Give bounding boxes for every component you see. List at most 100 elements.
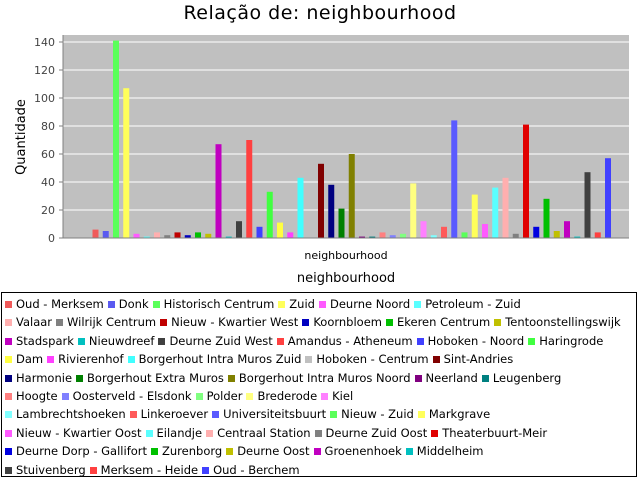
legend-swatch — [385, 319, 393, 327]
legend-swatch — [494, 319, 502, 327]
legend-item: Amandus - Atheneum — [276, 332, 413, 351]
gridlines — [63, 41, 629, 211]
legend-item: Hoogte — [5, 387, 58, 406]
bar-harmonie — [328, 184, 335, 238]
y-tick-label: 0 — [48, 232, 55, 245]
legend-label: Middelheim — [416, 444, 484, 459]
bar-koornbloem — [184, 235, 191, 238]
legend-row: Valaar Wilrijk Centrum Nieuw - Kwartier We… — [5, 313, 625, 332]
legend-item: Wilrijk Centrum — [56, 313, 156, 332]
bar-stadspark — [215, 144, 222, 238]
bar-zuid — [123, 88, 130, 238]
bar-haringrode — [266, 191, 273, 238]
legend-label: Brederode — [257, 389, 318, 403]
legend-label: Borgerhout Intra Muros Noord — [238, 370, 411, 385]
legend-label: Zuid — [289, 297, 315, 311]
legend-label: Historisch Centrum — [163, 297, 275, 311]
legend-swatch — [77, 337, 85, 345]
legend-label: Valaar — [16, 315, 53, 330]
legend-label: Lambrechtshoeken — [16, 407, 126, 422]
bar-lambrechtshoeken — [430, 235, 437, 238]
bar-middelheim — [574, 236, 581, 238]
legend-label: Koornbloem — [313, 315, 382, 330]
y-axis-ticks: 0 20 40 60 80 100 120 140 — [34, 36, 63, 245]
legend-item: Theaterbuurt-Meir — [431, 424, 547, 443]
bar-rivierenhof — [287, 232, 294, 238]
legend-row: Dam Rivierenhof Borgerhout Intra Muros Zui… — [5, 350, 517, 369]
legend-swatch — [127, 356, 135, 364]
legend-item: Deurne Oost — [226, 442, 310, 461]
legend-item: Stuivenberg — [5, 461, 86, 480]
bar-hoboken-centrum — [307, 233, 314, 238]
legend-label: Harmonie — [16, 370, 73, 385]
legend-swatch — [212, 411, 220, 419]
legend-label: Neerland — [425, 370, 478, 385]
legend-item: Stadspark — [5, 332, 74, 351]
bar-brederode — [410, 183, 417, 238]
bar-groenenhoek — [564, 221, 570, 238]
y-tick-label: 40 — [41, 176, 55, 189]
legend-swatch — [302, 319, 310, 327]
bar-hoogte — [379, 232, 386, 238]
bar-borgerhout-intra-muros-noord — [348, 154, 355, 238]
legend-swatch — [314, 429, 322, 437]
legend-item: Nieuw - Kwartier West — [160, 313, 298, 332]
y-tick-label: 100 — [34, 92, 55, 105]
legend-label: Ekeren Centrum — [396, 315, 491, 330]
bar-deurne-dorp-gallifort — [533, 226, 540, 238]
bar-leugenberg — [369, 236, 376, 238]
legend-label: Oud - Merksem — [16, 297, 104, 311]
legend-label: Stuivenberg — [16, 462, 86, 477]
bar-stuivenberg — [584, 172, 591, 238]
bar-historisch-centrum — [113, 40, 119, 238]
bars — [92, 40, 611, 238]
legend-item: Brederode — [246, 387, 317, 406]
legend-item: Donk — [107, 295, 149, 314]
legend-swatch — [432, 356, 440, 364]
chart-plot: 0 20 40 60 80 100 120 140 neighbourhood neighbo… — [14, 35, 629, 286]
legend-swatch — [5, 429, 12, 437]
legend-label: Theaterbuurt-Meir — [442, 425, 548, 440]
legend-swatch — [276, 337, 284, 345]
legend-label: Haringrode — [539, 333, 604, 348]
legend-swatch — [5, 356, 12, 364]
legend-label: Donk — [118, 297, 149, 311]
legend-label: Markgrave — [428, 407, 491, 422]
legend-label: Polder — [206, 389, 243, 403]
legend-label: Nieuwdreef — [88, 333, 155, 348]
legend-label: Dam — [16, 352, 44, 367]
legend-label: Deurne Zuid Oost — [325, 425, 428, 440]
legend-swatch — [528, 337, 536, 345]
bar-merksem-heide — [594, 232, 601, 238]
legend-item: Hoboken - Centrum — [305, 350, 429, 369]
legend-item: Kiel — [321, 387, 353, 406]
legend-item: Eilandje — [145, 424, 202, 443]
legend-item: Harmonie — [5, 369, 72, 388]
legend-item: Zurenborg — [151, 442, 222, 461]
legend-swatch — [152, 301, 160, 308]
bar-oud-merksem — [92, 229, 99, 238]
legend-swatch — [5, 466, 12, 474]
legend-swatch — [47, 356, 55, 364]
legend-swatch — [481, 374, 489, 382]
legend-swatch — [151, 448, 159, 456]
legend-swatch — [89, 466, 97, 474]
legend-swatch — [5, 448, 12, 456]
legend-swatch — [5, 319, 12, 327]
legend-label: Hoboken - Noord — [427, 333, 525, 348]
legend-item: Linkeroever — [129, 405, 208, 424]
legend-item: Oosterveld - Elsdonk — [61, 387, 192, 406]
legend-row: Hoogte Oosterveld - Elsdonk Polder Brederod… — [5, 387, 357, 406]
bar-deurne-oost — [553, 231, 560, 238]
legend-swatch — [5, 374, 12, 382]
legend-label: Borgerhout Extra Muros — [87, 370, 224, 385]
bar-nieuwdreef — [225, 236, 232, 238]
legend-swatch — [5, 411, 12, 419]
legend-label: Zurenborg — [162, 444, 223, 459]
legend-label: Kiel — [332, 389, 354, 403]
bar-dam — [277, 222, 283, 238]
bar-universiteitsbuurt — [451, 120, 458, 238]
bar-zurenborg — [543, 198, 550, 238]
legend-label: Deurne Zuid West — [169, 333, 273, 348]
legend-row: Stadspark Nieuwdreef Deurne Zuid West Amand… — [5, 332, 607, 351]
